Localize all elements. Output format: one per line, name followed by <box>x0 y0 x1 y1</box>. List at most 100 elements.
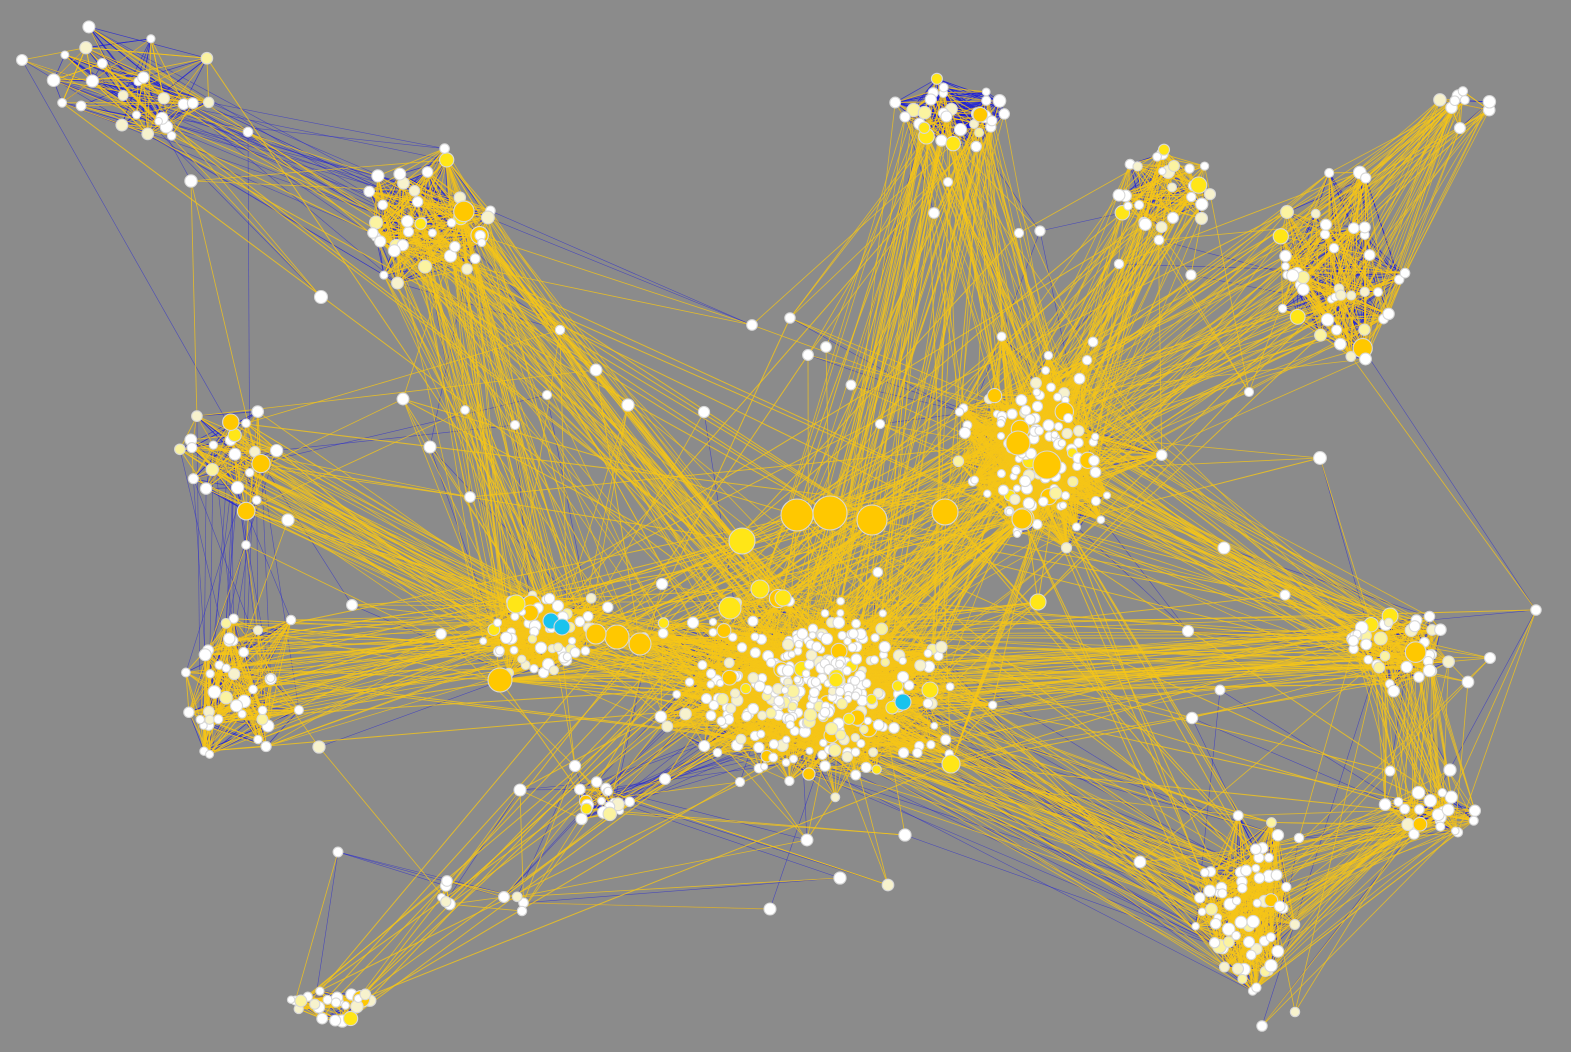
graph-edge <box>1302 227 1366 290</box>
graph-edge <box>53 79 137 116</box>
graph-edge <box>205 422 232 489</box>
graph-edge <box>927 653 1260 858</box>
graph-edge <box>203 678 272 752</box>
graph-edge <box>394 250 476 260</box>
graph-edge <box>1439 99 1490 111</box>
graph-edge <box>377 148 445 177</box>
graph-edge <box>193 421 232 479</box>
graph-edge <box>208 102 445 149</box>
graph-edge <box>256 500 259 631</box>
graph-edge <box>377 175 398 284</box>
graph-edge <box>1364 234 1390 315</box>
graph-edge <box>519 789 580 791</box>
graph-edge <box>225 487 238 624</box>
graph-edge <box>422 197 461 223</box>
graph-edge <box>245 510 292 621</box>
graph-edge <box>490 210 753 326</box>
graph-edge <box>1328 172 1352 296</box>
graph-edge <box>1219 689 1399 803</box>
graph-edge <box>183 103 395 251</box>
graph-edge <box>337 851 518 898</box>
graph-edge <box>21 59 398 284</box>
graph-edge <box>429 268 468 448</box>
graph-edge <box>85 38 151 49</box>
graph-edge <box>596 694 677 783</box>
graph-edge <box>943 87 987 93</box>
graph-edge <box>179 415 198 450</box>
graph-edge <box>206 58 210 103</box>
graph-edge <box>53 47 87 81</box>
graph-edge <box>207 619 292 651</box>
graph-edge <box>904 116 961 131</box>
graph-edge <box>147 101 209 135</box>
graph-edge <box>88 26 207 59</box>
graph-edge <box>1362 348 1537 611</box>
graph-edge <box>337 851 446 887</box>
graph-edge <box>895 78 938 103</box>
graph-edge <box>314 851 339 1005</box>
graph-edge <box>1280 177 1366 237</box>
graph-edge <box>101 63 137 116</box>
graph-edge <box>1351 279 1400 297</box>
graph-edge <box>431 159 448 233</box>
graph-edge <box>523 877 841 904</box>
graph-edge <box>1122 212 1173 219</box>
graph-edge <box>785 762 1220 947</box>
graph-edge <box>92 80 139 82</box>
graph-edge <box>80 105 167 128</box>
graph-edge <box>446 159 491 212</box>
graph-edge <box>92 38 152 82</box>
graph-edge <box>397 183 404 284</box>
graph-edge <box>1333 172 1361 249</box>
graph-edge <box>185 672 190 713</box>
graph-edge <box>21 59 235 436</box>
graph-edge <box>265 709 300 747</box>
graph-edge <box>503 804 588 898</box>
graph-edge <box>203 709 300 752</box>
graph-edge <box>1039 212 1123 232</box>
graph-edge <box>196 416 201 720</box>
graph-edge <box>605 766 765 789</box>
graph-edge <box>92 80 137 116</box>
graph-edge <box>88 26 184 105</box>
graph-edge <box>53 79 164 99</box>
graph-edge <box>150 38 165 99</box>
graph-edge <box>61 47 87 103</box>
graph-edge <box>190 439 262 465</box>
graph-edge <box>375 190 415 223</box>
graph-edge <box>1325 224 1379 293</box>
graph-edge <box>377 175 395 251</box>
graph-edge <box>196 415 256 453</box>
graph-edge <box>199 654 206 720</box>
graph-edge <box>1333 247 1370 256</box>
graph-edge <box>213 444 277 452</box>
graph-edge <box>185 672 201 720</box>
graph-edge <box>188 712 205 752</box>
graph-edge <box>368 148 445 192</box>
graph-edge <box>171 102 194 137</box>
graph-edge <box>1327 313 1389 321</box>
graph-edge <box>193 478 206 655</box>
graph-edge <box>64 54 149 135</box>
graph-edge <box>519 781 597 791</box>
graph-edge <box>967 230 1041 426</box>
graph-edge <box>142 77 149 134</box>
graph-edge <box>1365 177 1371 256</box>
graph-edge <box>185 672 205 752</box>
graph-edge <box>88 26 194 104</box>
graph-edge <box>1285 177 1367 257</box>
graph-edge <box>85 47 207 59</box>
graph-edge <box>1285 265 1406 274</box>
graph-edge <box>1330 177 1367 300</box>
graph-edge <box>943 87 977 147</box>
graph-edge <box>516 765 576 897</box>
graph-edge <box>137 81 209 103</box>
graph-edge <box>209 673 263 711</box>
graph-edge <box>904 834 1223 949</box>
graph-edge <box>85 47 144 78</box>
graph-edge <box>247 131 250 473</box>
graph-edge <box>1300 177 1367 286</box>
graph-edge <box>1280 236 1284 309</box>
